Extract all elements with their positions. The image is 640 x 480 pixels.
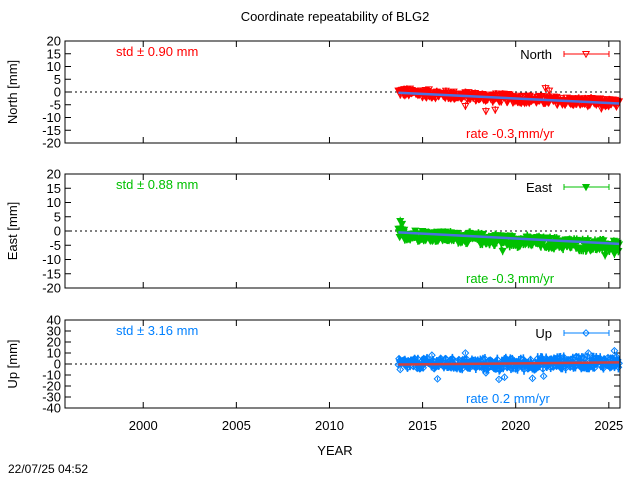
outlier-point-up	[584, 349, 593, 357]
outlier-point-north	[491, 106, 500, 115]
legend-marker-up	[582, 329, 590, 337]
outlier-point-north	[481, 108, 490, 116]
y-tick-label-east: -15	[42, 266, 61, 281]
outlier-point-east	[398, 220, 407, 229]
rate-annotation-east: rate -0.3 mm/yr	[466, 271, 555, 286]
y-tick-label-north: 5	[54, 72, 61, 87]
data-point-up	[614, 363, 623, 372]
legend-label-north: North	[520, 47, 552, 62]
y-axis-label-up: Up [mm]	[5, 339, 20, 388]
y-tick-label-north: -10	[42, 110, 61, 125]
y-tick-label-up: 0	[54, 357, 61, 372]
timestamp: 22/07/25 04:52	[8, 462, 88, 476]
data-point-up	[556, 353, 565, 362]
trend-line-east	[398, 231, 620, 246]
outlier-point-up	[500, 373, 509, 382]
y-tick-label-up: -40	[42, 401, 61, 416]
outlier-point-up	[495, 375, 503, 384]
y-axis-label-north: North [mm]	[5, 60, 20, 124]
std-annotation-north: std ± 0.90 mm	[116, 44, 198, 59]
y-tick-label-east: 5	[54, 209, 61, 224]
y-tick-label-east: 20	[47, 167, 61, 182]
y-tick-label-north: 10	[47, 59, 61, 74]
y-tick-label-north: -20	[42, 136, 61, 151]
outlier-point-up	[539, 372, 548, 381]
data-point-up	[580, 354, 588, 363]
y-tick-label-up: -30	[42, 390, 61, 405]
outlier-point-east	[601, 252, 610, 260]
trend-line-north	[398, 91, 620, 105]
outlier-point-up	[427, 351, 436, 360]
y-tick-label-north: 0	[54, 85, 61, 100]
outlier-point-up	[461, 349, 470, 357]
x-tick-label: 2010	[315, 418, 344, 433]
y-tick-label-up: 10	[47, 346, 61, 361]
x-tick-label: 2020	[501, 418, 530, 433]
outlier-point-up	[433, 374, 442, 383]
y-tick-label-east: -20	[42, 281, 61, 296]
outlier-point-up	[481, 368, 490, 377]
rate-annotation-north: rate -0.3 mm/yr	[466, 126, 555, 141]
y-tick-label-north: 20	[47, 34, 61, 49]
outlier-point-east	[610, 250, 619, 259]
outlier-point-north	[461, 102, 470, 111]
y-tick-label-east: -10	[42, 252, 61, 267]
data-points-north	[394, 84, 624, 116]
plot-frame-up	[64, 319, 621, 409]
legend-label-east: East	[526, 180, 552, 195]
legend-marker-east	[581, 183, 591, 192]
y-tick-label-up: 40	[47, 313, 61, 328]
rate-annotation-up: rate 0.2 mm/yr	[466, 391, 550, 406]
y-tick-label-up: 20	[47, 335, 61, 350]
y-axis-label-east: East [mm]	[5, 202, 20, 261]
outlier-point-up	[396, 365, 405, 374]
legend-marker-north	[581, 50, 591, 59]
y-tick-label-east: 0	[54, 224, 61, 239]
x-tick-label: 2015	[408, 418, 437, 433]
y-tick-label-up: -20	[42, 379, 61, 394]
outlier-point-north	[597, 105, 606, 113]
x-tick-label: 2000	[129, 418, 158, 433]
data-point-north	[615, 98, 624, 106]
legend-label-up: Up	[535, 326, 552, 341]
x-tick-label: 2005	[222, 418, 251, 433]
y-tick-label-east: 10	[47, 195, 61, 210]
plot-frame-north	[64, 40, 621, 144]
y-tick-label-east: 15	[47, 181, 61, 196]
x-axis-label: YEAR	[317, 443, 352, 458]
outlier-point-up	[610, 346, 619, 355]
trend-line-up	[398, 361, 620, 366]
x-tick-label: 2025	[594, 418, 623, 433]
outlier-point-east	[498, 247, 507, 256]
y-tick-label-north: 15	[47, 46, 61, 61]
std-annotation-east: std ± 0.88 mm	[116, 177, 198, 192]
outlier-point-up	[528, 374, 537, 383]
y-tick-label-up: -10	[42, 368, 61, 383]
y-tick-label-up: 30	[47, 324, 61, 339]
plot-frame-east	[64, 173, 621, 289]
outlier-point-north	[545, 87, 554, 95]
y-tick-label-east: -5	[49, 238, 61, 253]
y-tick-label-north: -15	[42, 123, 61, 138]
y-tick-label-north: -5	[49, 97, 61, 112]
data-point-east	[400, 226, 409, 235]
std-annotation-up: std ± 3.16 mm	[116, 323, 198, 338]
chart-title: Coordinate repeatability of BLG2	[241, 9, 430, 24]
